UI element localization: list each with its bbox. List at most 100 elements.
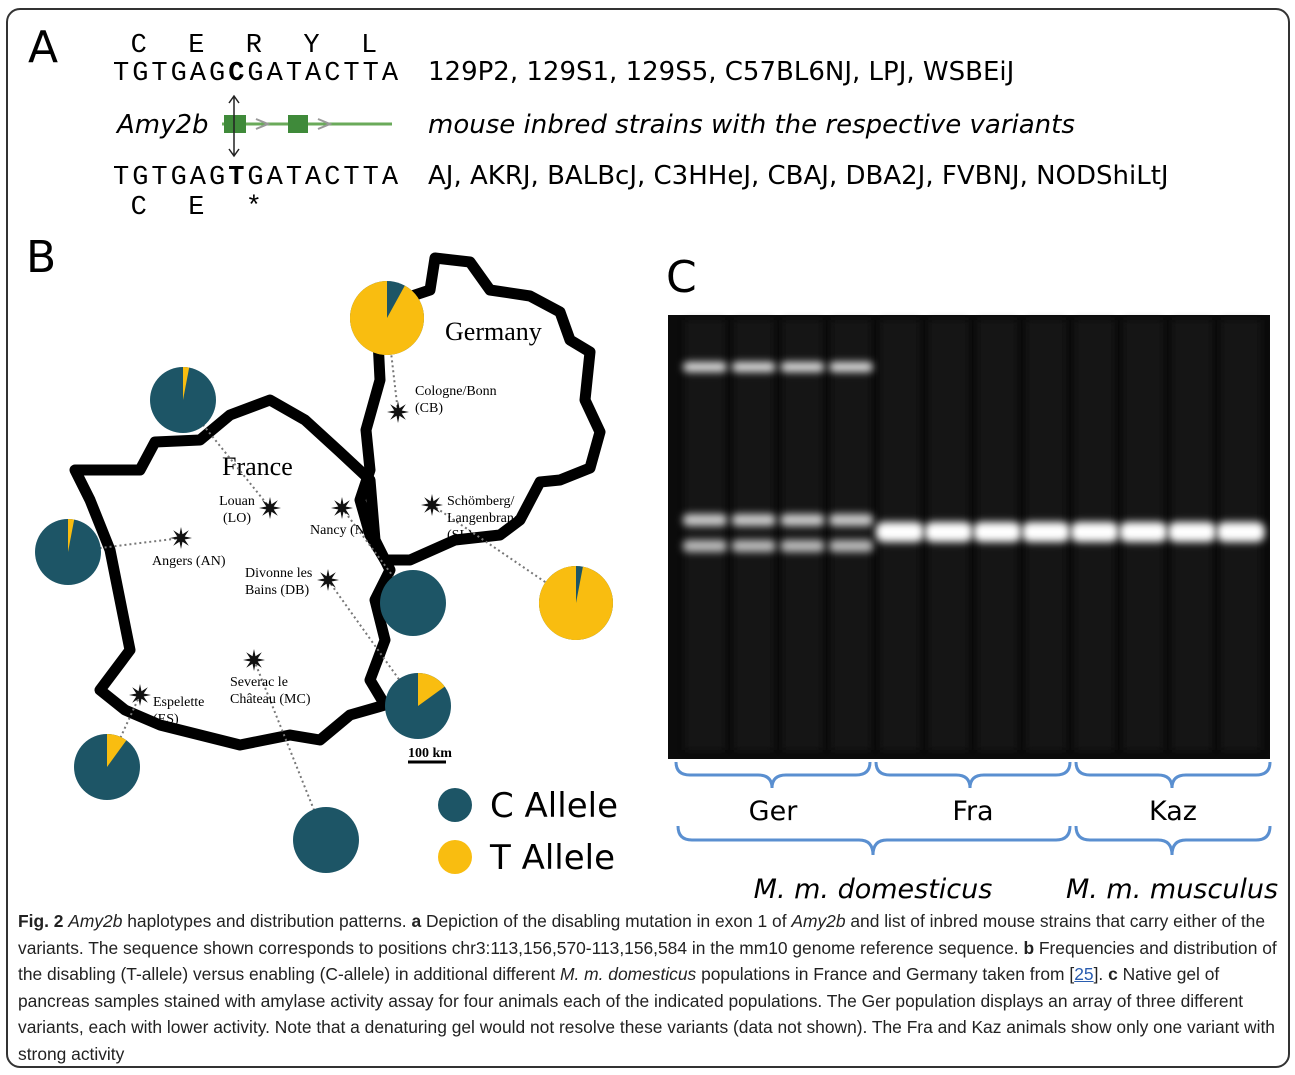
gel-lane	[685, 320, 725, 750]
pie-base	[293, 807, 359, 873]
amino-acid: C	[131, 31, 150, 61]
amino-acids: CERYL	[131, 31, 381, 61]
species-label: M. m. domesticus	[754, 874, 993, 900]
sites: Cologne/Bonn(CB)Louan(LO)Nancy (NA)Anger…	[35, 281, 613, 873]
gel-band	[1168, 522, 1216, 542]
gel-lane	[734, 320, 774, 750]
site-label: Cologne/Bonn	[415, 384, 497, 399]
scale-label: 100 km	[408, 746, 452, 761]
brace	[1076, 826, 1270, 855]
gel-band	[1217, 522, 1265, 542]
gel-band	[925, 522, 973, 542]
gene-note: mouse inbred strains with the respective…	[428, 110, 1075, 140]
sequence-part: GATACTTA	[247, 163, 401, 193]
site-label: Langenbrand	[447, 511, 521, 526]
strain-list: AJ, AKRJ, BALBcJ, C3HHeJ, CBAJ, DBA2J, F…	[428, 161, 1169, 191]
site-label: Château (MC)	[230, 692, 311, 707]
panel-label: A	[28, 22, 58, 73]
amino-acid: Y	[303, 31, 322, 61]
site-label: Nancy (NA)	[310, 523, 380, 538]
amino-acid: *	[246, 193, 265, 223]
legend-swatch	[438, 788, 472, 822]
caption-text: Depiction of the disabling mutation in e…	[421, 911, 791, 931]
caption-species: M. m. domesticus	[560, 964, 696, 984]
legend-label: C Allele	[490, 786, 618, 826]
site-label: (SL)	[447, 528, 473, 543]
pie-slice	[350, 281, 424, 355]
caption-gene: Amy2b	[791, 911, 845, 931]
exon	[288, 115, 308, 133]
figure-number: Fig. 2	[18, 911, 63, 931]
caption-text: haplotypes and distribution patterns.	[122, 911, 411, 931]
pie-slice	[539, 566, 613, 640]
gel-band	[973, 522, 1021, 542]
pie-base	[380, 570, 446, 636]
sequence-part: GATACTTA	[247, 59, 401, 89]
site-label: Severac le	[230, 675, 288, 690]
gel-band	[1071, 522, 1119, 542]
brace	[676, 762, 870, 788]
amino-acid: C	[131, 193, 150, 223]
group-label: Ger	[749, 796, 799, 827]
site-label: Angers (AN)	[152, 554, 226, 569]
sequence-variant: C	[228, 59, 247, 89]
gel-band	[780, 540, 824, 552]
gel-band	[829, 540, 873, 552]
strain-list: 129P2, 129S1, 129S5, C57BL6NJ, LPJ, WSBE…	[428, 57, 1014, 87]
group-label: Kaz	[1149, 796, 1197, 827]
gel-band	[1119, 522, 1167, 542]
reference-link[interactable]: 25	[1074, 964, 1093, 984]
caption-text: populations in France and Germany taken …	[696, 964, 1074, 984]
gene-diagram	[222, 96, 392, 156]
gel-band	[780, 362, 824, 372]
caption-panel: a	[411, 911, 421, 931]
site-label: Espelette	[153, 695, 204, 710]
site-label: Bains (DB)	[245, 583, 310, 598]
sequence-variant: T	[228, 163, 247, 193]
gel-band	[683, 514, 727, 526]
legend-label: T Allele	[489, 838, 615, 878]
gene-name: Amy2b	[115, 110, 209, 140]
gel-band	[780, 514, 824, 526]
gel-band	[683, 362, 727, 372]
panel-label: B	[26, 232, 56, 283]
group-labels: Ger Fra Kaz	[749, 796, 1197, 827]
figure: A CERYL TGTGAGCGATACTTA 129P2, 129S1, 12…	[0, 0, 1295, 900]
site-star	[387, 401, 409, 423]
site-star	[317, 569, 339, 591]
site-label: Louan	[219, 494, 255, 509]
site-star	[129, 684, 151, 706]
exon	[224, 115, 246, 133]
site-label: Divonne les	[245, 566, 312, 581]
caption-panel: b	[1023, 938, 1034, 958]
caption: Fig. 2 Amy2b haplotypes and distribution…	[18, 908, 1280, 1068]
brace	[678, 826, 1070, 855]
legend: C Allele T Allele	[438, 786, 618, 878]
site-label: Schömberg/	[447, 494, 515, 509]
site-star	[331, 497, 353, 519]
site-star	[170, 527, 192, 549]
amino-acids: C E *	[131, 193, 265, 223]
page: Fig. 2 html, body { margin: 0; padding: …	[0, 0, 1295, 1075]
gel-band	[683, 540, 727, 552]
species-label: M. m. musculus	[1066, 874, 1278, 900]
group-label: Fra	[952, 796, 993, 827]
site-label: (LO)	[223, 511, 251, 526]
amino-acid: R	[246, 31, 265, 61]
sequence-part: TGTGAG	[113, 59, 228, 89]
gel-band	[732, 514, 776, 526]
gel-band	[732, 362, 776, 372]
caption-text: ].	[1094, 964, 1109, 984]
amino-acid: E	[188, 31, 207, 61]
site-star	[243, 649, 265, 671]
sequence: TGTGAGCGATACTTA	[113, 59, 401, 89]
legend-swatch	[438, 840, 472, 874]
site-star	[421, 494, 443, 516]
amino-acid: E	[188, 193, 207, 223]
gel-band	[829, 514, 873, 526]
gel-lane	[782, 320, 822, 750]
country-label: Germany	[445, 317, 542, 346]
site-star	[259, 497, 281, 519]
site-label: (ES)	[153, 712, 179, 727]
country-label: France	[222, 452, 293, 481]
